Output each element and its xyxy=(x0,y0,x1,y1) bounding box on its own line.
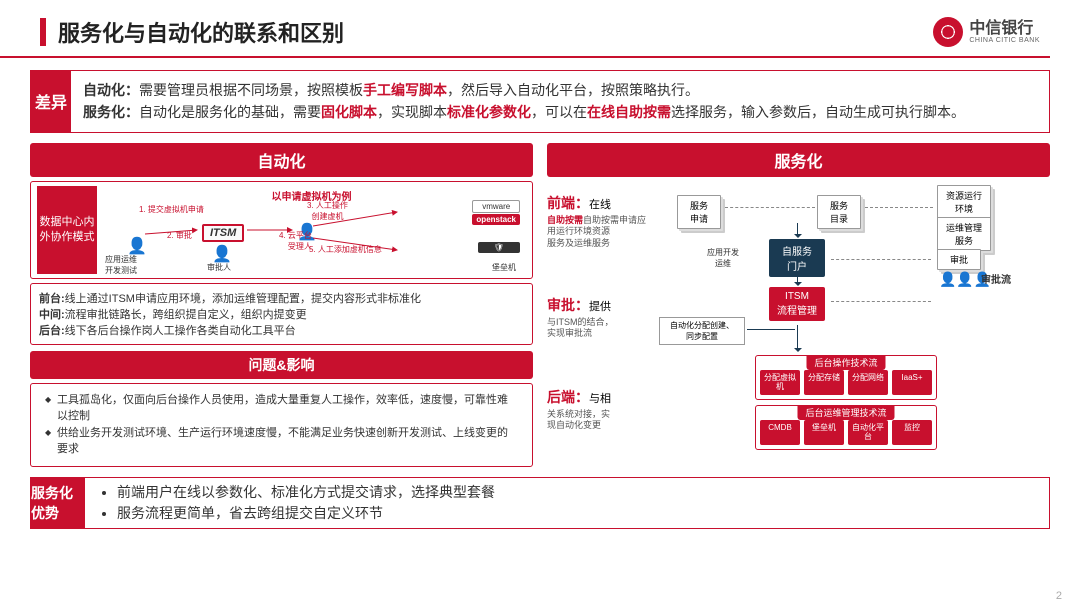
left-column: 自动化 数据中心内外协作模式 以申请虚拟机为例 ITSM 👤 应用运维 开发测试… xyxy=(30,143,533,467)
left-diagram: 数据中心内外协作模式 以申请虚拟机为例 ITSM 👤 应用运维 开发测试 👤 审… xyxy=(30,181,533,279)
difference-body: 自动化：需要管理员根据不同场景，按照模板手工编写脚本，然后导入自动化平台，按照策… xyxy=(71,71,1049,132)
columns: 自动化 数据中心内外协作模式 以申请虚拟机为例 ITSM 👤 应用运维 开发测试… xyxy=(0,143,1080,467)
page-title: 服务化与自动化的联系和区别 xyxy=(58,16,933,48)
person-icon: 👤 xyxy=(212,244,232,264)
accent-bar xyxy=(40,18,46,46)
footer-box: 服务化优势 前端用户在线以参数化、标准化方式提交请求，选择典型套餐 服务流程更简… xyxy=(30,477,1050,529)
issue-item: 工具孤岛化，仅面向后台操作人员使用，造成大量重复人工操作，效率低，速度慢，可靠性… xyxy=(45,392,518,425)
card-service-dir: 服务 目录 xyxy=(817,195,861,229)
page-number: 2 xyxy=(1056,590,1062,602)
auto-config-box: 自动化分配创建、 同步配置 xyxy=(659,317,745,345)
issues-header: 问题&影响 xyxy=(30,351,533,379)
left-header: 自动化 xyxy=(30,143,533,177)
logo-en: CHINA CITIC BANK xyxy=(969,37,1040,44)
card-approve: 审批 xyxy=(937,249,981,270)
itsm-flow: ITSM 流程管理 xyxy=(769,287,825,321)
right-column: 服务化 前端：在线 自助按需自助按需申请应 用运行环境资源 服务及运维服务 审批… xyxy=(547,143,1050,467)
left-diagram-label: 数据中心内外协作模式 xyxy=(37,186,97,274)
issue-item: 供给业务开发测试环境、生产运行环境速度慢，不能满足业务快速创新开发测试、上线变更… xyxy=(45,425,518,458)
card-service-apply: 服务 申请 xyxy=(677,195,721,229)
footer-item: 服务流程更简单，省去跨组提交自定义环节 xyxy=(117,503,1037,524)
bank-logo: 中信银行 CHINA CITIC BANK xyxy=(933,17,1040,47)
difference-box: 差异 自动化：需要管理员根据不同场景，按照模板手工编写脚本，然后导入自动化平台，… xyxy=(30,70,1050,133)
footer-body: 前端用户在线以参数化、标准化方式提交请求，选择典型套餐 服务流程更简单，省去跨组… xyxy=(85,478,1049,528)
bastion-chip: 🛡 xyxy=(478,242,520,253)
back-ops-group: 后台操作技术流 分配虚拟 机 分配存储 分配网络 IaaS+ xyxy=(755,355,937,401)
slide-header: 服务化与自动化的联系和区别 中信银行 CHINA CITIC BANK xyxy=(0,0,1080,56)
openstack-chip: openstack xyxy=(472,214,520,225)
vmware-chip: vmware xyxy=(472,200,520,213)
issues-panel: 工具孤岛化，仅面向后台操作人员使用，造成大量重复人工操作，效率低，速度慢，可靠性… xyxy=(30,383,533,467)
left-desc: 前台:线上通过ITSM申请应用环境，添加运维管理配置，提交内容形式非标准化 中间… xyxy=(30,283,533,345)
left-diagram-body: 以申请虚拟机为例 ITSM 👤 应用运维 开发测试 👤 审批人 👤 1. 提交虚… xyxy=(97,186,526,274)
back-maint-group: 后台运维管理技术流 CMDB 堡垒机 自动化平 台 监控 xyxy=(755,405,937,451)
card-res-env: 资源运行 环境 xyxy=(937,185,991,219)
person-icon: 👤 xyxy=(127,236,147,256)
right-diagram: 前端：在线 自助按需自助按需申请应 用运行环境资源 服务及运维服务 审批：提供 … xyxy=(547,177,1050,457)
logo-cn: 中信银行 xyxy=(969,21,1040,37)
difference-label: 差异 xyxy=(31,71,71,132)
self-portal: 自服务 门户 xyxy=(769,239,825,277)
itsm-box: ITSM xyxy=(202,224,244,242)
footer-label: 服务化优势 xyxy=(31,478,85,528)
right-header: 服务化 xyxy=(547,143,1050,177)
footer-item: 前端用户在线以参数化、标准化方式提交请求，选择典型套餐 xyxy=(117,482,1037,503)
header-divider xyxy=(0,56,1050,58)
logo-icon xyxy=(933,17,963,47)
card-ops-svc: 运维管理 服务 xyxy=(937,217,991,251)
